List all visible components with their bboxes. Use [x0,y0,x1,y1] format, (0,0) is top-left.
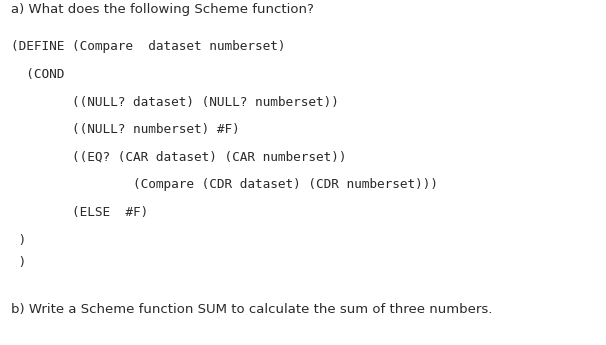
Text: b) Write a Scheme function SUM to calculate the sum of three numbers.: b) Write a Scheme function SUM to calcul… [11,303,492,316]
Text: (DEFINE (Compare  dataset numberset): (DEFINE (Compare dataset numberset) [11,40,285,53]
Text: (COND: (COND [11,68,64,81]
Text: a) What does the following Scheme function?: a) What does the following Scheme functi… [11,2,314,16]
Text: ((NULL? numberset) #F): ((NULL? numberset) #F) [11,123,239,136]
Text: ): ) [11,234,26,247]
Text: (Compare (CDR dataset) (CDR numberset))): (Compare (CDR dataset) (CDR numberset))) [11,178,438,191]
Text: ((NULL? dataset) (NULL? numberset)): ((NULL? dataset) (NULL? numberset)) [11,96,339,109]
Text: ((EQ? (CAR dataset) (CAR numberset)): ((EQ? (CAR dataset) (CAR numberset)) [11,151,347,164]
Text: ): ) [11,256,26,269]
Text: (ELSE  #F): (ELSE #F) [11,206,148,219]
